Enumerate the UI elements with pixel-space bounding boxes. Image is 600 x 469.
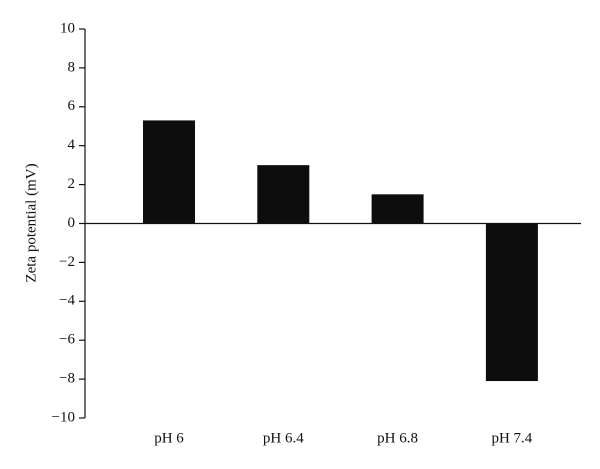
y-tick-label: −2	[59, 254, 75, 270]
y-tick-label: 4	[68, 137, 76, 153]
bar	[143, 120, 195, 224]
bar	[257, 165, 310, 224]
y-tick-label: 8	[68, 59, 76, 75]
y-tick-label: −6	[59, 332, 75, 348]
y-tick-label: −10	[52, 409, 75, 425]
bar	[485, 223, 538, 382]
y-axis-label: Zeta potential (mV)	[23, 163, 39, 282]
x-tick-label: pH 6	[154, 430, 184, 446]
y-tick-label: 10	[60, 20, 75, 36]
y-tick-label: 6	[68, 98, 76, 114]
y-tick-label: 2	[68, 176, 76, 192]
x-tick-label: pH 6.4	[263, 430, 304, 446]
bar	[371, 194, 424, 224]
y-tick-label: −8	[59, 371, 75, 387]
y-tick-label: 0	[68, 215, 76, 231]
x-tick-label: pH 7.4	[491, 430, 532, 446]
y-tick-label: −4	[59, 293, 75, 309]
x-tick-label: pH 6.8	[377, 430, 418, 446]
